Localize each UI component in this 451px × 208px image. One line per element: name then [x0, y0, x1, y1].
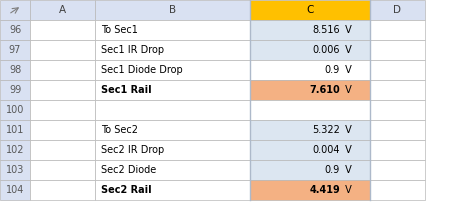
Text: Sec2 Rail: Sec2 Rail: [101, 185, 152, 195]
Bar: [250, 120, 370, 140]
Text: Sec2 IR Drop: Sec2 IR Drop: [101, 145, 164, 155]
Bar: [30, 100, 95, 120]
Bar: [95, 180, 250, 200]
Text: A: A: [59, 5, 66, 15]
Text: 4.419: 4.419: [309, 185, 340, 195]
Bar: [250, 180, 370, 200]
Text: V: V: [342, 85, 352, 95]
Text: 100: 100: [6, 105, 24, 115]
Bar: [370, 100, 425, 120]
Text: 0.006: 0.006: [313, 45, 340, 55]
Text: V: V: [342, 165, 352, 175]
Bar: [0, 140, 30, 160]
Text: To Sec2: To Sec2: [101, 125, 138, 135]
Bar: [370, 160, 425, 180]
Text: 0.004: 0.004: [313, 145, 340, 155]
Text: 8.516: 8.516: [313, 25, 340, 35]
Bar: [30, 140, 95, 160]
Bar: [30, 80, 95, 100]
Text: V: V: [342, 45, 352, 55]
Bar: [95, 160, 250, 180]
Bar: [30, 60, 95, 80]
Bar: [95, 60, 250, 80]
Text: 101: 101: [6, 125, 24, 135]
Bar: [95, 80, 250, 100]
Bar: [95, 140, 250, 160]
Text: D: D: [394, 5, 401, 15]
Text: V: V: [342, 145, 352, 155]
Bar: [30, 120, 95, 140]
Text: C: C: [306, 5, 314, 15]
Text: 0.9: 0.9: [325, 165, 340, 175]
Bar: [370, 120, 425, 140]
Text: Sec1 IR Drop: Sec1 IR Drop: [101, 45, 164, 55]
Bar: [30, 20, 95, 40]
Text: V: V: [342, 65, 352, 75]
Text: 99: 99: [9, 85, 21, 95]
Bar: [0, 20, 30, 40]
Bar: [250, 80, 370, 100]
Bar: [370, 40, 425, 60]
Bar: [95, 40, 250, 60]
Bar: [95, 0, 250, 20]
Bar: [30, 0, 95, 20]
Bar: [30, 160, 95, 180]
Bar: [250, 20, 370, 40]
Bar: [0, 60, 30, 80]
Text: B: B: [169, 5, 176, 15]
Bar: [0, 0, 30, 20]
Bar: [0, 160, 30, 180]
Text: Sec1 Diode Drop: Sec1 Diode Drop: [101, 65, 183, 75]
Bar: [250, 160, 370, 180]
Text: 5.322: 5.322: [312, 125, 340, 135]
Bar: [370, 20, 425, 40]
Bar: [250, 0, 370, 20]
Text: Sec1 Rail: Sec1 Rail: [101, 85, 152, 95]
Text: V: V: [342, 25, 352, 35]
Bar: [250, 140, 370, 160]
Bar: [95, 120, 250, 140]
Bar: [370, 60, 425, 80]
Text: 102: 102: [6, 145, 24, 155]
Bar: [370, 80, 425, 100]
Bar: [95, 20, 250, 40]
Text: 96: 96: [9, 25, 21, 35]
Bar: [30, 40, 95, 60]
Text: 7.610: 7.610: [309, 85, 340, 95]
Bar: [95, 100, 250, 120]
Bar: [250, 100, 370, 120]
Text: 104: 104: [6, 185, 24, 195]
Bar: [250, 40, 370, 60]
Bar: [0, 180, 30, 200]
Text: V: V: [342, 125, 352, 135]
Text: V: V: [342, 185, 352, 195]
Text: To Sec1: To Sec1: [101, 25, 138, 35]
Text: Sec2 Diode: Sec2 Diode: [101, 165, 156, 175]
Bar: [0, 100, 30, 120]
Bar: [30, 180, 95, 200]
Bar: [0, 120, 30, 140]
Bar: [370, 0, 425, 20]
Bar: [0, 80, 30, 100]
Text: 0.9: 0.9: [325, 65, 340, 75]
Bar: [250, 60, 370, 80]
Bar: [0, 40, 30, 60]
Text: 97: 97: [9, 45, 21, 55]
Text: 103: 103: [6, 165, 24, 175]
Bar: [370, 140, 425, 160]
Bar: [370, 180, 425, 200]
Text: 98: 98: [9, 65, 21, 75]
